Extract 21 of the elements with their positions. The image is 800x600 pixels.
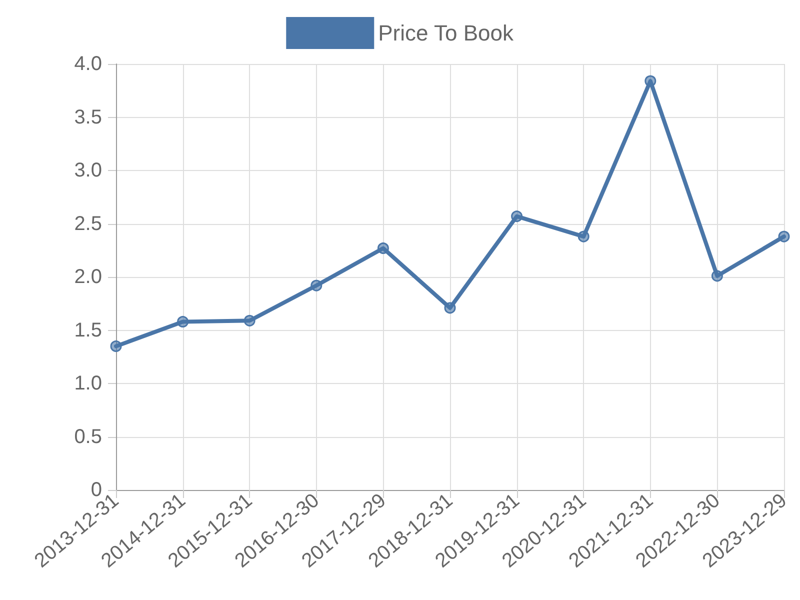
point: [177, 316, 189, 328]
point: [511, 210, 523, 222]
point: [110, 340, 122, 352]
y-tick-label: 2.0: [74, 266, 102, 288]
y-tick-label: 0: [90, 479, 102, 501]
y-tick-label: 3.0: [74, 160, 102, 182]
point: [778, 230, 790, 242]
point: [244, 314, 256, 326]
point: [644, 75, 656, 87]
legend-label: Price To Book: [378, 20, 514, 46]
point: [711, 270, 723, 282]
point: [310, 280, 322, 292]
point: [444, 302, 456, 314]
y-tick-label: 4.0: [74, 53, 102, 75]
y-tick-label: 1.5: [74, 319, 102, 342]
y-tick-label: 1.0: [74, 372, 102, 394]
point: [377, 242, 389, 254]
y-tick-label: 3.5: [74, 106, 102, 128]
point: [578, 230, 590, 242]
y-tick-label: 2.5: [74, 212, 102, 235]
y-tick-label: 0.5: [74, 426, 102, 448]
